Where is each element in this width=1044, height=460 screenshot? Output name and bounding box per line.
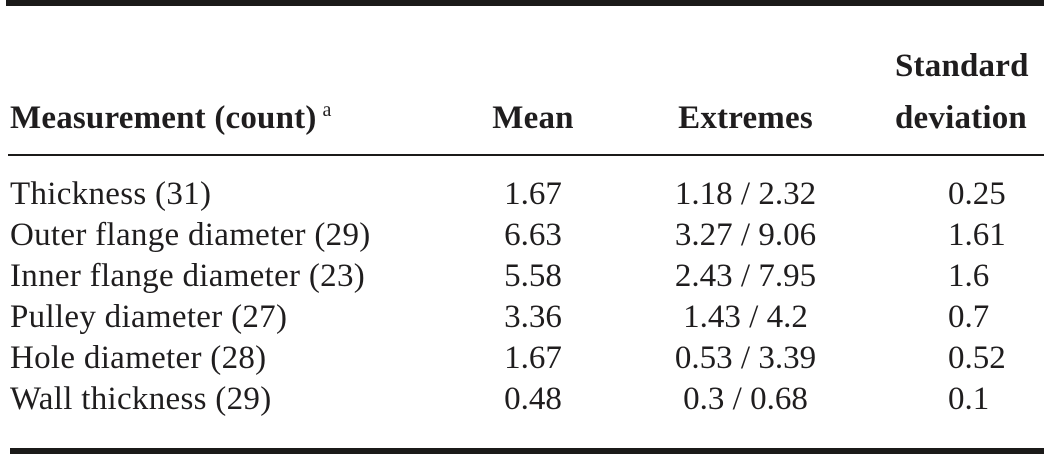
header-measurement-label: Measurement (count) xyxy=(10,100,317,136)
cell-standard-deviation: 0.52 xyxy=(948,340,1006,376)
table-bottom-rule xyxy=(10,448,1044,454)
cell-mean: 0.48 xyxy=(504,381,562,417)
cell-extremes: 3.27 / 9.06 xyxy=(674,217,817,253)
footnote-marker: a xyxy=(322,99,332,121)
cell-mean: 5.58 xyxy=(504,258,562,294)
cell-standard-deviation: 1.61 xyxy=(948,217,1006,253)
header-standard-deviation-line2: deviation xyxy=(895,100,1027,136)
cell-measurement: Thickness (31) xyxy=(10,176,212,212)
measurement-statistics-table: Measurement (count) a Mean Extremes Stand… xyxy=(8,6,1044,420)
header-standard-deviation: Standard deviation xyxy=(893,6,1044,156)
cell-extremes: 1.43 / 4.2 xyxy=(683,299,808,335)
cell-extremes: 0.53 / 3.39 xyxy=(674,340,817,376)
cell-measurement: Inner flange diameter (23) xyxy=(10,258,366,294)
cell-mean: 3.36 xyxy=(504,299,562,335)
table-row: Hole diameter (28) 1.67 0.53 / 3.39 0.52 xyxy=(8,338,1044,379)
header-mean: Mean xyxy=(468,6,598,156)
cell-extremes: 1.18 / 2.32 xyxy=(674,176,817,212)
cell-standard-deviation: 0.25 xyxy=(948,176,1006,212)
cell-measurement: Hole diameter (28) xyxy=(10,340,267,376)
table-top-rule xyxy=(6,0,1044,6)
cell-measurement: Wall thickness (29) xyxy=(10,381,272,417)
cell-mean: 6.63 xyxy=(504,217,562,253)
cell-mean: 1.67 xyxy=(504,340,562,376)
header-standard-deviation-line1: Standard xyxy=(895,48,1029,84)
header-row: Measurement (count) a Mean Extremes Stand… xyxy=(8,6,1044,156)
table-row: Pulley diameter (27) 3.36 1.43 / 4.2 0.7 xyxy=(8,297,1044,338)
cell-standard-deviation: 0.1 xyxy=(948,381,990,417)
cell-extremes: 2.43 / 7.95 xyxy=(674,258,817,294)
cell-mean: 1.67 xyxy=(504,176,562,212)
cell-extremes: 0.3 / 0.68 xyxy=(683,381,808,417)
cell-standard-deviation: 1.6 xyxy=(948,258,990,294)
cell-measurement: Outer flange diameter (29) xyxy=(10,217,371,253)
header-measurement: Measurement (count) a xyxy=(8,6,468,156)
table-row: Outer flange diameter (29) 6.63 3.27 / 9… xyxy=(8,215,1044,256)
header-extremes: Extremes xyxy=(598,6,893,156)
cell-standard-deviation: 0.7 xyxy=(948,299,990,335)
table-row: Thickness (31) 1.67 1.18 / 2.32 0.25 xyxy=(8,155,1044,215)
cell-measurement: Pulley diameter (27) xyxy=(10,299,288,335)
table-row: Inner flange diameter (23) 5.58 2.43 / 7… xyxy=(8,256,1044,297)
table-row: Wall thickness (29) 0.48 0.3 / 0.68 0.1 xyxy=(8,379,1044,420)
